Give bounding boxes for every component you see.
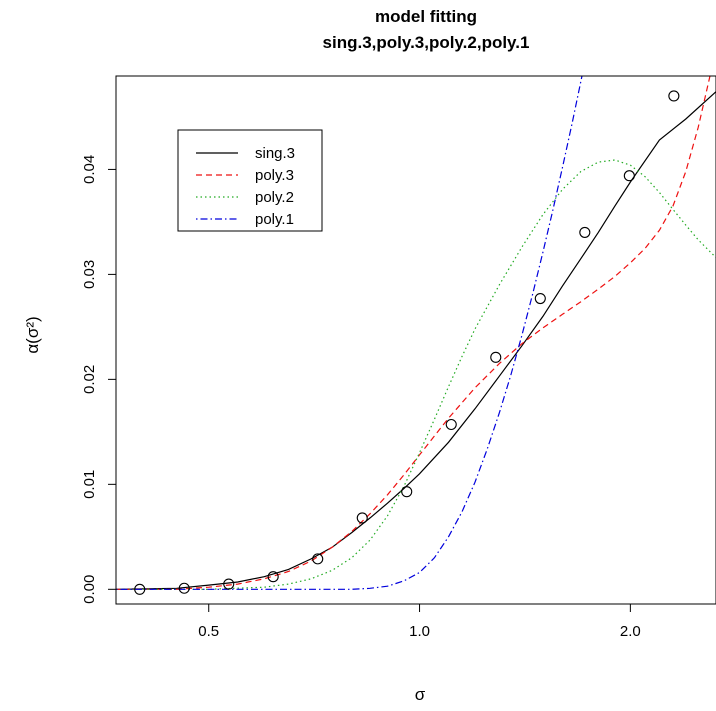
data-point [623, 170, 635, 182]
x-tick-label: 0.5 [198, 623, 219, 640]
legend-label: poly.3 [255, 167, 294, 184]
data-point [134, 583, 146, 595]
x-tick-label: 1.0 [409, 623, 430, 640]
data-point [178, 582, 190, 594]
data-point [356, 512, 368, 524]
data-point [534, 292, 546, 305]
points-layer [134, 90, 680, 595]
legend-label: poly.2 [255, 189, 294, 206]
data-point [401, 486, 413, 498]
y-tick-label: 0.03 [81, 260, 98, 289]
y-tick-label: 0.01 [81, 470, 98, 499]
x-axis-label: σ [415, 685, 426, 704]
data-point [490, 351, 502, 363]
data-point [267, 571, 279, 583]
y-tick-label: 0.04 [81, 155, 98, 184]
chart-subtitle: sing.3,poly.3,poly.2,poly.1 [323, 33, 530, 52]
legend: sing.3 poly.3 poly.2 poly.1 [177, 129, 323, 232]
series-line-poly-3 [116, 76, 711, 590]
data-point [579, 226, 591, 238]
data-point [668, 90, 680, 102]
y-axis-label: α(σ²) [23, 316, 42, 353]
data-point [445, 418, 457, 431]
legend-box [177, 129, 323, 232]
data-point [312, 553, 324, 565]
plot-frame [115, 75, 716, 605]
x-axis: 0.5 1.0 2.0 [198, 604, 641, 640]
y-axis: 0.00 0.01 0.02 0.03 0.04 [81, 155, 117, 604]
chart-title: model fitting [375, 7, 477, 26]
x-tick-label: 2.0 [620, 623, 641, 640]
y-tick-label: 0.00 [81, 575, 98, 604]
data-point [223, 578, 235, 590]
series-layer [116, 76, 716, 590]
legend-label: sing.3 [255, 145, 295, 162]
y-tick-label: 0.02 [81, 365, 98, 394]
legend-label: poly.1 [255, 211, 294, 228]
